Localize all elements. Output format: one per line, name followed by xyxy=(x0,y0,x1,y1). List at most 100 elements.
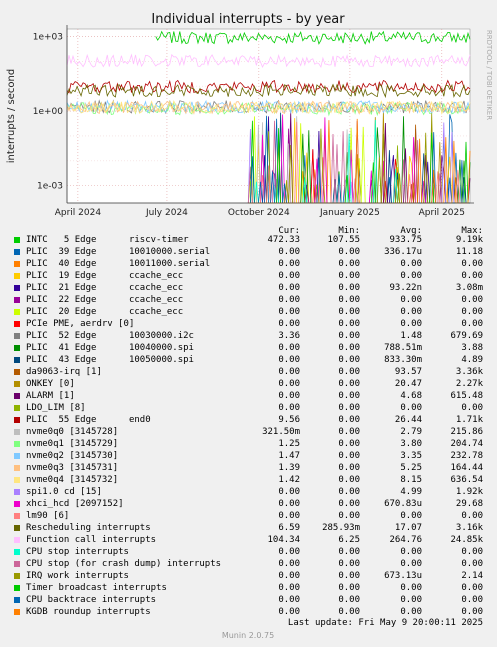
legend-row: PLIC 19 Edge ccache_ecc 0.00 0.00 0.00 0.00 xyxy=(0,270,483,282)
legend-value-max: 24.85k xyxy=(450,535,483,545)
legend-swatch xyxy=(14,489,20,495)
legend-value-max: 0.00 xyxy=(461,403,483,413)
legend-value-min: 0.00 xyxy=(338,439,360,449)
legend-swatch xyxy=(14,273,20,279)
legend-value-avg: 833.30m xyxy=(384,355,422,365)
legend-value-avg: 673.13u xyxy=(384,571,422,581)
legend-value-avg: 0.00 xyxy=(400,511,422,521)
legend-row: CPU stop interrupts 0.00 0.00 0.00 0.00 xyxy=(0,546,483,558)
legend-value-min: 6.25 xyxy=(338,535,360,545)
legend-value-cur: 0.00 xyxy=(278,379,300,389)
legend-row: nvme0q1 [3145729] 1.25 0.00 3.80 204.74 xyxy=(0,438,483,450)
legend-value-cur: 321.50m xyxy=(262,427,300,437)
legend-swatch xyxy=(14,381,20,387)
legend-value-cur: 0.00 xyxy=(278,487,300,497)
legend-swatch xyxy=(14,261,20,267)
legend-value-min: 0.00 xyxy=(338,571,360,581)
legend-series-name: PLIC 19 Edge ccache_ecc xyxy=(26,271,184,281)
legend-swatch xyxy=(14,357,20,363)
legend-swatch xyxy=(14,309,20,315)
legend-swatch xyxy=(14,477,20,483)
legend-value-max: 3.88 xyxy=(461,343,483,353)
legend-value-avg: 0.00 xyxy=(400,271,422,281)
legend-row: PCIe PME, aerdrv [0] 0.00 0.00 0.00 0.00 xyxy=(0,318,483,330)
legend-value-cur: 0.00 xyxy=(278,595,300,605)
series-line xyxy=(66,100,471,115)
legend-row: Function call interrupts 104.34 6.25 264.76… xyxy=(0,534,483,546)
legend-swatch xyxy=(14,585,20,591)
legend-value-max: 0.00 xyxy=(461,559,483,569)
legend-value-min: 0.00 xyxy=(338,607,360,617)
legend-series-name: PLIC 22 Edge ccache_ecc xyxy=(26,295,184,305)
legend-row: PLIC 41 Edge 10040000.spi 0.00 0.00 788.51m… xyxy=(0,342,483,354)
legend-row: CPU backtrace interrupts 0.00 0.00 0.00 0.00 xyxy=(0,594,483,606)
legend-value-min: 0.00 xyxy=(338,367,360,377)
legend-value-min: 0.00 xyxy=(338,559,360,569)
col-header-max: Max: xyxy=(461,226,483,236)
legend-row: ALARM [1] 0.00 0.00 4.68 615.48 xyxy=(0,390,483,402)
legend-value-max: 215.86 xyxy=(450,427,483,437)
legend-value-cur: 0.00 xyxy=(278,319,300,329)
legend-value-min: 0.00 xyxy=(338,331,360,341)
legend-value-min: 0.00 xyxy=(338,307,360,317)
legend-value-avg: 0.00 xyxy=(400,595,422,605)
legend-value-min: 0.00 xyxy=(338,295,360,305)
legend-series-name: PLIC 20 Edge ccache_ecc xyxy=(26,307,184,317)
axes: 1e+03 1e+00 1e-03 April 2024 July 2024 Octobe… xyxy=(33,25,474,218)
x-tick-label: April 2024 xyxy=(55,208,102,218)
legend-swatch xyxy=(14,537,20,543)
legend-row: PLIC 22 Edge ccache_ecc 0.00 0.00 0.00 0.00 xyxy=(0,294,483,306)
legend-series-name: LDO_LIM [8] xyxy=(26,403,86,413)
series-line xyxy=(66,53,471,69)
legend-swatch xyxy=(14,285,20,291)
legend-value-max: 3.08m xyxy=(455,283,483,293)
chart-title: Individual interrupts - by year xyxy=(151,12,345,27)
legend-row: nvme0q0 [3145728] 321.50m 0.00 2.79 215.86 xyxy=(0,426,483,438)
legend-series-name: Timer broadcast interrupts xyxy=(26,583,167,593)
legend-value-min: 0.00 xyxy=(338,451,360,461)
legend-series-name: PLIC 39 Edge 10010000.serial xyxy=(26,247,211,257)
legend-swatch xyxy=(14,453,20,459)
x-tick-label: January 2025 xyxy=(319,208,380,218)
legend-series-name: PCIe PME, aerdrv [0] xyxy=(26,319,135,329)
legend-value-cur: 0.00 xyxy=(278,511,300,521)
legend-value-max: 0.00 xyxy=(461,271,483,281)
legend-value-avg: 0.00 xyxy=(400,547,422,557)
legend-value-min: 0.00 xyxy=(338,403,360,413)
legend-row: PLIC 52 Edge 10030000.i2c 3.36 0.00 1.48 679… xyxy=(0,330,483,342)
legend-value-max: 0.00 xyxy=(461,307,483,317)
legend-value-cur: 104.34 xyxy=(267,535,300,545)
legend-value-max: 204.74 xyxy=(450,439,483,449)
legend-swatch xyxy=(14,501,20,507)
legend-value-max: 232.78 xyxy=(450,451,483,461)
col-header-avg: Avg: xyxy=(400,226,422,236)
legend-value-min: 0.00 xyxy=(338,511,360,521)
legend-value-max: 2.14 xyxy=(461,571,483,581)
legend-value-cur: 0.00 xyxy=(278,355,300,365)
legend-value-max: 164.44 xyxy=(450,463,483,473)
y-tick-label: 1e-03 xyxy=(37,182,63,192)
legend-swatch xyxy=(14,597,20,603)
legend-value-cur: 0.00 xyxy=(278,559,300,569)
legend-value-max: 4.89 xyxy=(461,355,483,365)
legend-value-max: 9.19k xyxy=(455,235,483,245)
legend-row: nvme0q4 [3145732] 1.42 0.00 8.15 636.54 xyxy=(0,474,483,486)
legend-row: PLIC 39 Edge 10010000.serial 0.00 0.00 336.… xyxy=(0,246,483,258)
legend-row: lm90 [6] 0.00 0.00 0.00 0.00 xyxy=(0,510,483,522)
legend-value-cur: 0.00 xyxy=(278,295,300,305)
legend-value-avg: 933.75 xyxy=(389,235,422,245)
legend-series-name: lm90 [6] xyxy=(26,511,70,521)
legend-value-max: 0.00 xyxy=(461,595,483,605)
legend-swatch xyxy=(14,369,20,375)
legend-value-avg: 670.83u xyxy=(384,499,422,509)
legend-value-cur: 1.25 xyxy=(278,439,300,449)
legend-series-name: Function call interrupts xyxy=(26,535,157,545)
legend-series-name: ALARM [1] xyxy=(26,391,75,401)
legend-swatch xyxy=(14,441,20,447)
legend-series-name: IRQ work interrupts xyxy=(26,571,129,581)
x-tick-label: July 2024 xyxy=(145,208,188,218)
legend-value-max: 0.00 xyxy=(461,319,483,329)
legend-value-max: 1.71k xyxy=(455,415,483,425)
legend-swatch xyxy=(14,393,20,399)
legend-series-name: PLIC 43 Edge 10050000.spi xyxy=(26,355,194,365)
